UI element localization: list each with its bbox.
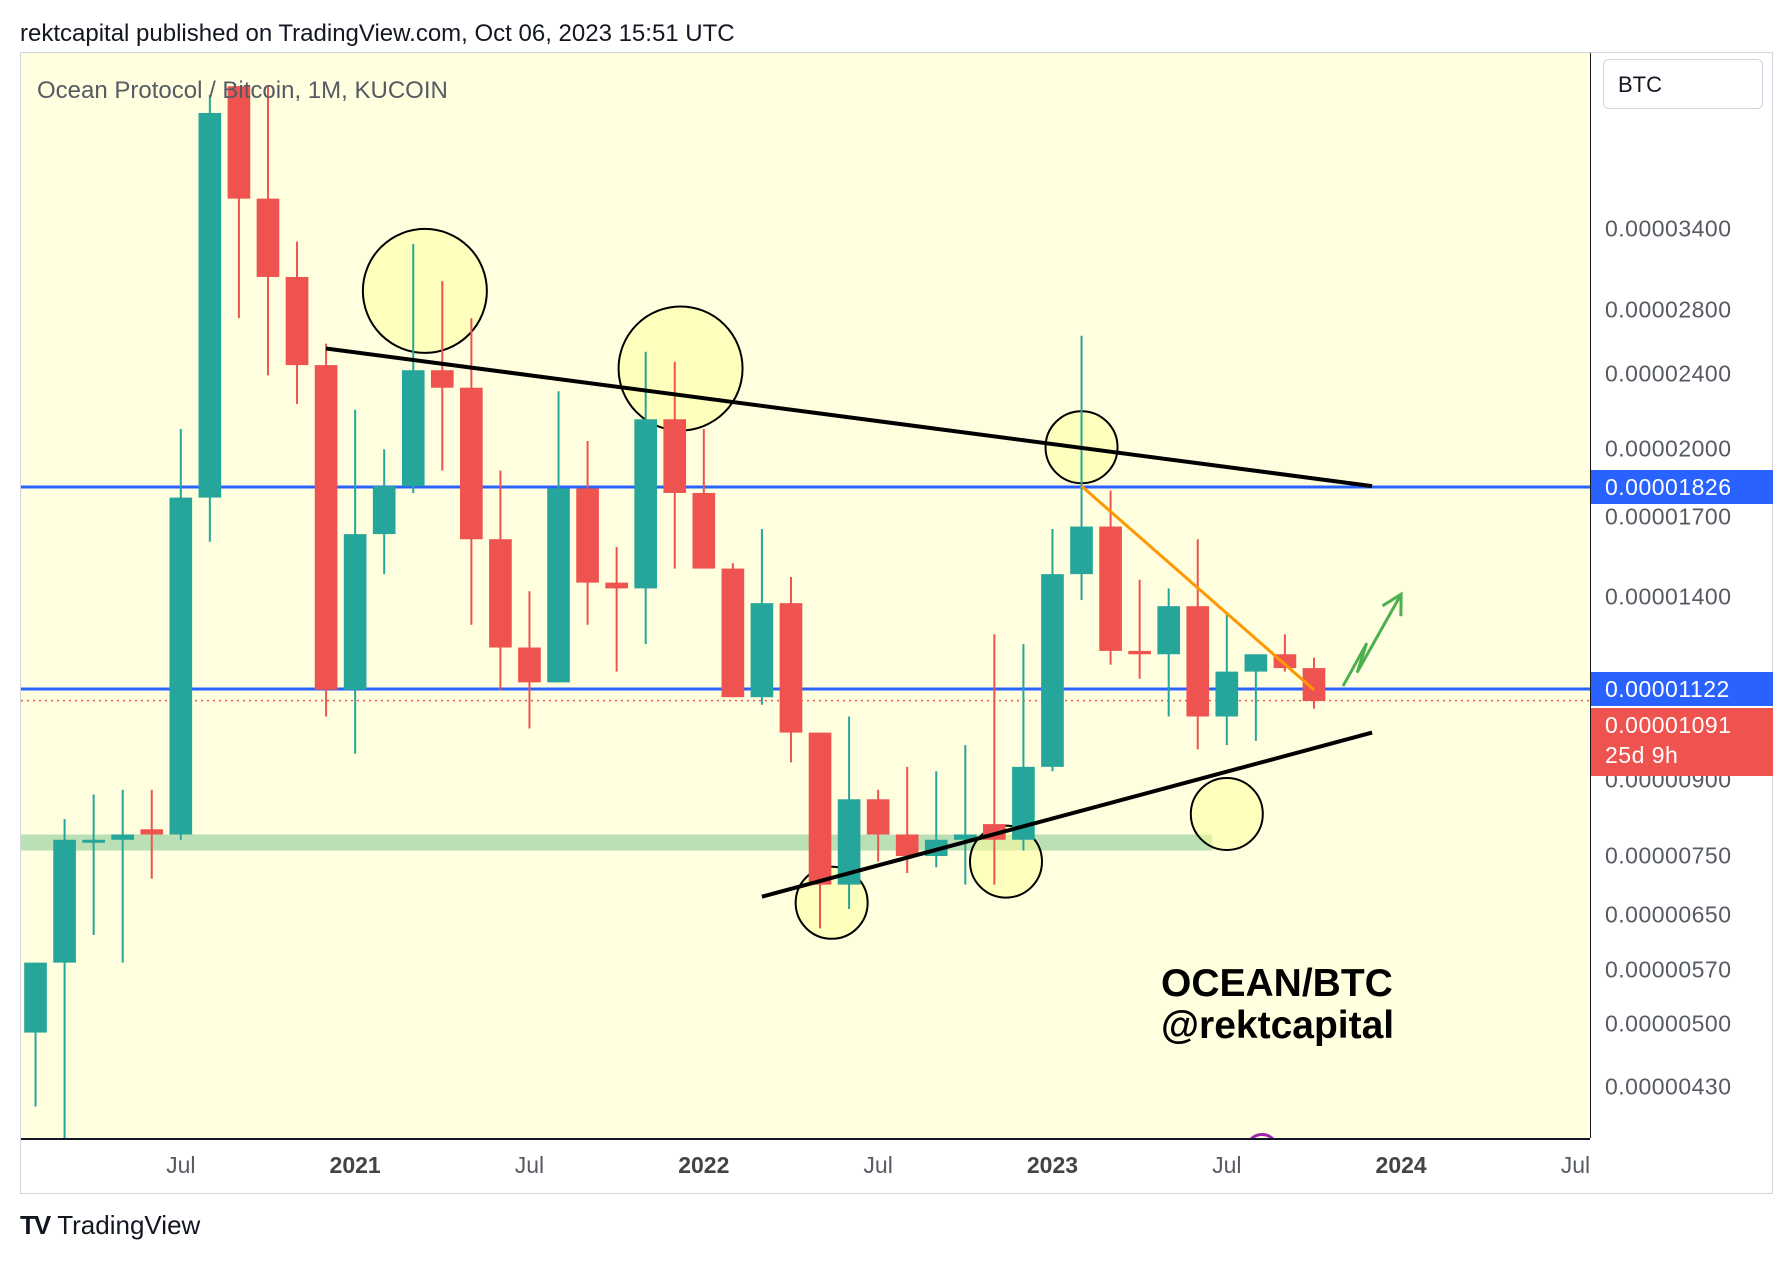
- candle-body: [953, 834, 977, 840]
- candle-body: [721, 568, 745, 698]
- chart-canvas[interactable]: [21, 53, 1590, 1138]
- footer: TV TradingView: [20, 1210, 200, 1241]
- price-tick-label: 0.00000430: [1605, 1073, 1732, 1100]
- annotation-line1: OCEAN/BTC: [1161, 962, 1393, 1005]
- price-axis[interactable]: BTC 0.00003400 0.00002800 0.00002400 0.0000…: [1590, 53, 1773, 1138]
- candle-body: [576, 488, 599, 583]
- candle-body: [372, 486, 396, 535]
- publish-header: rektcapital published on TradingView.com…: [20, 20, 735, 47]
- candle-body: [1215, 671, 1239, 717]
- projection-arrowhead: [1381, 591, 1403, 617]
- time-tick-label: Jul: [514, 1152, 545, 1178]
- candle-body: [634, 419, 658, 589]
- candle-body: [314, 365, 338, 690]
- highlight-circle: [1189, 777, 1264, 852]
- candle-body: [1302, 668, 1326, 701]
- candle-body: [518, 647, 541, 683]
- descending-resistance-line: [325, 346, 1373, 489]
- highlight-circle: [617, 305, 744, 432]
- candle-body: [1186, 606, 1210, 717]
- candle-body: [82, 839, 105, 843]
- candle-body: [285, 276, 309, 366]
- candle-body: [808, 732, 832, 885]
- tradingview-logo-icon[interactable]: TV: [20, 1210, 51, 1240]
- annotation-line2: @rektcapital: [1161, 1004, 1395, 1047]
- countdown-label: 25d 9h: [1605, 741, 1679, 768]
- candle-body: [140, 829, 164, 835]
- candle-body: [1041, 574, 1064, 767]
- projection-arrow: [1341, 593, 1403, 687]
- price-label-badge: 0.00001122: [1591, 671, 1773, 706]
- time-tick-label: Jul: [863, 1152, 893, 1178]
- symbol-legend[interactable]: Ocean Protocol / Bitcoin, 1M, KUCOIN: [37, 77, 448, 104]
- candle-body: [460, 387, 483, 540]
- candle-body: [1070, 526, 1093, 575]
- price-tick-label: 0.00000650: [1605, 901, 1732, 928]
- time-tick-label: 2022: [678, 1152, 730, 1178]
- price-label-badge: 0.00001826: [1591, 470, 1773, 504]
- highlight-circle: [361, 227, 488, 354]
- candle-body: [53, 839, 76, 963]
- candle-body: [343, 534, 367, 690]
- price-label-value: 0.00001122: [1605, 675, 1730, 702]
- price-tick-label: 0.00000750: [1605, 842, 1732, 869]
- candle-body: [169, 497, 193, 835]
- price-tick-label: 0.00001700: [1605, 503, 1732, 530]
- candle-body: [1157, 606, 1181, 655]
- price-tick-label: 0.00002400: [1605, 360, 1732, 387]
- candle-body: [198, 112, 222, 498]
- candle-body: [663, 419, 687, 493]
- candle-body: [1012, 766, 1035, 840]
- candle-body: [866, 799, 890, 835]
- price-tick-label: 0.00000500: [1605, 1010, 1732, 1037]
- price-label-badge: 0.00001091 25d 9h: [1591, 707, 1773, 776]
- currency-selector[interactable]: BTC: [1603, 59, 1763, 109]
- candle-body: [895, 834, 919, 857]
- price-tick-label: 0.00001400: [1605, 583, 1732, 610]
- candle-body: [111, 834, 135, 840]
- candle-body: [692, 492, 716, 569]
- candle-body: [837, 799, 861, 885]
- time-tick-label: 2024: [1375, 1152, 1427, 1178]
- chart-frame: Ocean Protocol / Bitcoin, 1M, KUCOIN OCE…: [20, 52, 1773, 1194]
- time-tick-label: 2023: [1026, 1152, 1079, 1178]
- price-label-value: 0.00001826: [1605, 474, 1732, 500]
- candle-body: [605, 582, 628, 589]
- time-tick-label: Jul: [1560, 1152, 1591, 1178]
- candle-body: [1244, 654, 1268, 672]
- candle-body: [430, 370, 454, 388]
- candle-body: [750, 603, 774, 698]
- time-tick-label: 2021: [329, 1152, 381, 1178]
- time-tick-label: Jul: [1212, 1152, 1242, 1178]
- candle-body: [401, 370, 425, 487]
- price-tick-label: 0.00003400: [1605, 215, 1732, 242]
- candle-body: [489, 539, 512, 648]
- candle-body: [256, 198, 280, 277]
- candle-body: [779, 603, 803, 733]
- price-tick-label: 0.00000570: [1605, 956, 1732, 983]
- price-label-value: 0.00001091: [1605, 711, 1732, 738]
- orange-downtrend-line: [1080, 484, 1315, 691]
- ascending-support-line: [761, 730, 1373, 899]
- plot-area[interactable]: Ocean Protocol / Bitcoin, 1M, KUCOIN OCE…: [21, 53, 1590, 1138]
- candle-body: [1099, 526, 1122, 651]
- candle-body: [1128, 650, 1151, 655]
- candle-body: [24, 962, 47, 1033]
- time-axis[interactable]: Jul 2021 Jul 2022 Jul 2023 Jul 2024 Jul: [21, 1138, 1590, 1193]
- price-tick-label: 0.00002800: [1605, 296, 1732, 323]
- price-tick-label: 0.00002000: [1605, 435, 1732, 462]
- chart-annotation: OCEAN/BTC @rektcapital: [1161, 963, 1394, 1047]
- candle-body: [547, 488, 570, 683]
- footer-brand[interactable]: TradingView: [57, 1210, 201, 1240]
- time-tick-label: Jul: [166, 1152, 196, 1178]
- candle-body: [227, 86, 251, 199]
